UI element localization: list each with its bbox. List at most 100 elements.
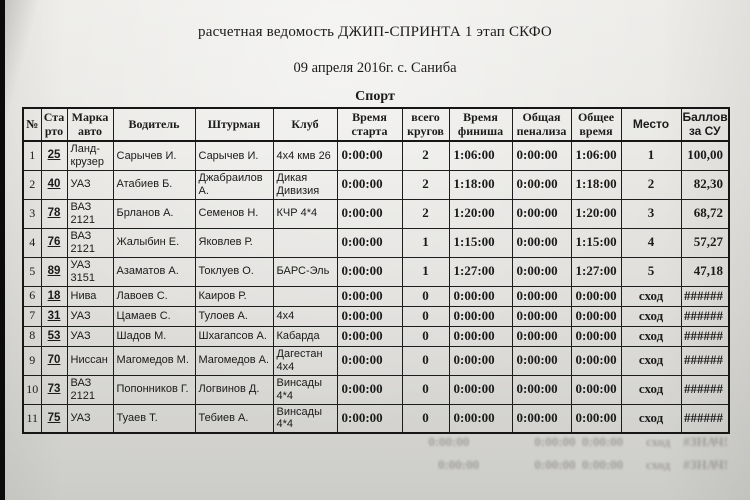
cell-total_time: 0:00:00 [570, 325, 622, 347]
cell-club: 4х4 [272, 305, 338, 327]
cell-penalty: 0:00:00 [511, 403, 572, 434]
cell-start: 78 [40, 198, 68, 229]
cell-car: ВАЗ 2121 [66, 374, 114, 405]
cell-car: Ланд- крузер [66, 140, 114, 171]
cell-club: БАРС-Эль [272, 256, 338, 287]
cell-club: КЧР 4*4 [272, 198, 338, 229]
col-header-penalty: Общая пенализа [511, 107, 572, 142]
cell-total_time: 1:27:00 [570, 256, 622, 287]
cell-driver: Магомедов М. [112, 345, 196, 376]
cell-driver: Атабиев Б. [112, 169, 196, 200]
table-row: 1 25 Ланд- крузер Сарычев И. Сарычев И. 4х4 к… [22, 140, 730, 171]
table-row: 9 70 Ниссан Магомедов М. Магомедов А. Дагеста… [22, 345, 730, 376]
results-body: 1 25 Ланд- крузер Сарычев И. Сарычев И. 4х4 к… [22, 140, 730, 434]
table-row: 3 78 ВАЗ 2121 Брланов А. Семенов Н. КЧР 4*4 0:… [22, 198, 730, 229]
cell-total_time: 1:06:00 [570, 140, 622, 171]
cell-start_time: 0:00:00 [336, 140, 403, 171]
cell-points: ###### [680, 285, 730, 307]
cell-car: ВАЗ 2121 [66, 227, 114, 258]
cell-total_time: 1:20:00 [570, 198, 622, 229]
cell-num: 5 [22, 256, 42, 287]
table-row: 7 31 УАЗ Цамаев С. Тулоев А. 4х4 0:00:00 0 0:00:… [22, 305, 730, 327]
cell-num: 10 [22, 374, 42, 405]
col-header-club: Клуб [272, 107, 338, 142]
cell-finish_time: 0:00:00 [448, 285, 513, 307]
cell-club: Кабарда [272, 325, 338, 347]
cell-navigator: Сарычев И. [194, 140, 274, 171]
cell-start_time: 0:00:00 [336, 285, 403, 307]
cell-num: 3 [22, 198, 42, 229]
cell-place: сход [620, 305, 682, 327]
cell-car: УАЗ [66, 305, 114, 327]
cell-place: 5 [620, 256, 682, 287]
cell-points: 100,00 [680, 140, 730, 171]
cell-car: УАЗ [66, 403, 114, 434]
cell-driver: Жалыбин Е. [112, 227, 196, 258]
cell-club: Винсады 4*4 [272, 374, 338, 405]
document-category: Спорт [355, 89, 395, 104]
cell-finish_time: 0:00:00 [448, 345, 513, 376]
cell-driver: Цамаев С. [112, 305, 196, 327]
cell-finish_time: 0:00:00 [448, 325, 513, 347]
cell-num: 4 [22, 227, 42, 258]
cell-car: УАЗ 3151 [66, 256, 114, 287]
cell-points: ###### [680, 345, 730, 376]
cell-car: Нива [66, 285, 114, 307]
cell-total_time: 0:00:00 [570, 374, 622, 405]
cell-laps: 1 [401, 227, 450, 258]
cell-navigator: Тебиев А. [194, 403, 274, 434]
col-header-place: Место [620, 107, 682, 142]
cell-driver: Туаев Т. [112, 403, 196, 434]
cell-navigator: Токлуев О. [194, 256, 274, 287]
cell-place: сход [620, 325, 682, 347]
cell-start_time: 0:00:00 [336, 403, 403, 434]
cell-laps: 0 [401, 325, 450, 347]
cell-place: сход [620, 403, 682, 434]
cell-laps: 0 [401, 345, 450, 376]
cell-navigator: Каиров Р. [194, 285, 274, 307]
cell-num: 11 [22, 403, 42, 434]
cell-finish_time: 1:18:00 [448, 169, 513, 200]
cell-driver: Попонников Г. [112, 374, 196, 405]
col-header-car: Марка авто [66, 107, 114, 142]
col-header-navigator: Штурман [194, 107, 274, 142]
cell-car: УАЗ [66, 325, 114, 347]
cell-total_time: 0:00:00 [570, 403, 622, 434]
document-title: расчетная ведомость ДЖИП-СПРИНТА 1 этап … [198, 24, 552, 40]
cell-start_time: 0:00:00 [336, 325, 403, 347]
cell-start_time: 0:00:00 [336, 345, 403, 376]
col-header-num: № [22, 107, 42, 142]
cell-penalty: 0:00:00 [511, 325, 572, 347]
cell-start: 73 [40, 374, 68, 405]
cell-total_time: 1:15:00 [570, 227, 622, 258]
cell-points: ###### [680, 374, 730, 405]
cell-driver: Брланов А. [112, 198, 196, 229]
cell-laps: 0 [401, 285, 450, 307]
col-header-finish_time: Время финиша [448, 107, 513, 142]
cell-points: 47,18 [680, 256, 730, 287]
table-row: 10 73 ВАЗ 2121 Попонников Г. Логвинов Д. Винс… [22, 374, 730, 405]
col-header-start_time: Время старта [336, 107, 403, 142]
cell-penalty: 0:00:00 [511, 285, 572, 307]
cell-finish_time: 0:00:00 [448, 403, 513, 434]
cell-navigator: Джабраилов А. [194, 169, 274, 200]
cell-start_time: 0:00:00 [336, 374, 403, 405]
cell-start: 40 [40, 169, 68, 200]
cell-place: сход [620, 285, 682, 307]
cell-finish_time: 1:06:00 [448, 140, 513, 171]
table-row: 11 75 УАЗ Туаев Т. Тебиев А. Винсады 4*4 0:00:… [22, 403, 730, 434]
cell-navigator: Логвинов Д. [194, 374, 274, 405]
cell-driver: Сарычев И. [112, 140, 196, 171]
cell-laps: 2 [401, 169, 450, 200]
cell-finish_time: 0:00:00 [448, 305, 513, 327]
cell-penalty: 0:00:00 [511, 374, 572, 405]
col-header-driver: Водитель [112, 107, 196, 142]
cell-club [272, 285, 338, 307]
cell-num: 8 [22, 325, 42, 347]
table-row: 4 76 ВАЗ 2121 Жалыбин Е. Яковлев Р. 0:00:00 1 1… [22, 227, 730, 258]
cell-total_time: 1:18:00 [570, 169, 622, 200]
table-row: 8 53 УАЗ Шадов М. Шхагапсов А. Кабарда 0:00:00… [22, 325, 730, 347]
table-row: 6 18 Нива Лавоев С. Каиров Р. 0:00:00 0 0:00:00… [22, 285, 730, 307]
